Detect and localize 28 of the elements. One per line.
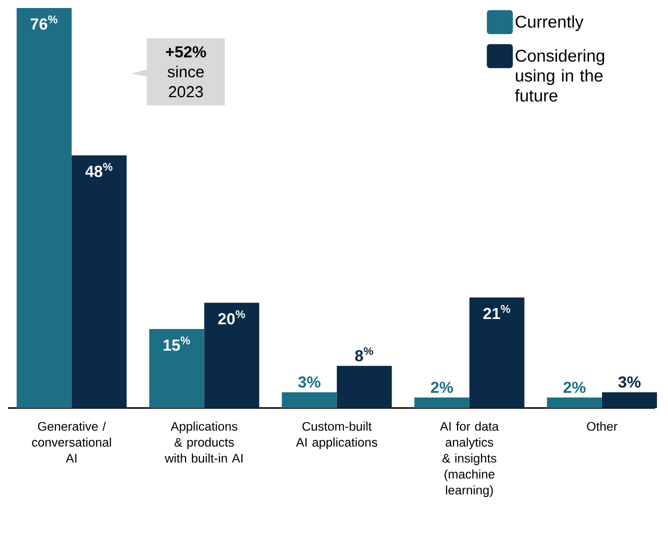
legend-label: Currently [516, 15, 584, 32]
x-tick-label: Other [587, 422, 618, 431]
data-label: 76$^{%}$ [30, 16, 58, 30]
data-label: 15$^{%}$ [164, 336, 190, 351]
bar [282, 392, 337, 408]
bar [336, 366, 392, 408]
bar [149, 329, 204, 408]
data-label: 48$^{%}$ [85, 162, 112, 178]
data-label: 21$^{%}$ [483, 304, 510, 319]
data-label: 20$^{%}$ [218, 310, 246, 324]
data-label: 3% [618, 376, 641, 388]
bar [414, 397, 470, 408]
x-tick-label: Generative / conversational AI [32, 422, 111, 463]
bar [602, 392, 657, 408]
data-label: 8$^{%}$ [355, 347, 374, 362]
x-tick-label: Custom-built AI applications [296, 422, 378, 450]
bar [16, 8, 72, 408]
bar [546, 397, 602, 408]
annotation: +52% since 2023 [166, 46, 206, 98]
data-label: 2% [564, 382, 586, 393]
data-label: 3% [298, 376, 320, 388]
x-tick-label: Applications & products with built-in AI [164, 422, 243, 463]
bar [204, 302, 260, 408]
x-tick-label: AI for data analytics & insights (machine learning) [440, 422, 499, 497]
legend-label: Considering using in the future [515, 49, 604, 102]
bar [72, 155, 127, 408]
data-label: 2% [430, 382, 453, 393]
bar [469, 297, 524, 408]
